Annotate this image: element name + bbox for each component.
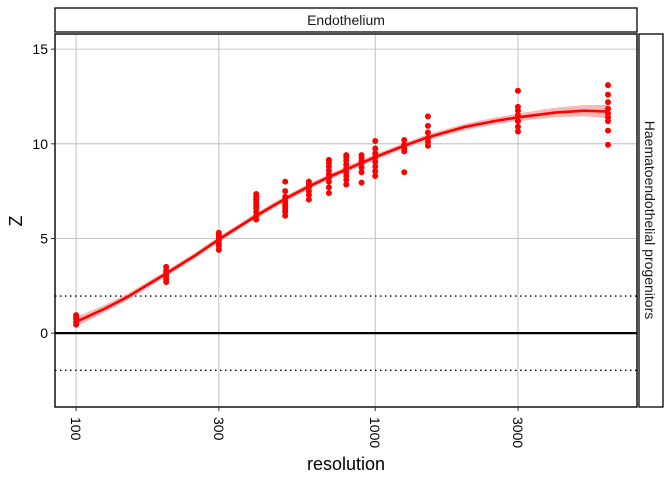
panel-border [54,33,638,408]
fit-line [75,109,609,323]
x-tick-label: 100 [68,417,84,441]
data-point [401,169,408,176]
data-point [605,127,612,134]
data-point [358,164,365,171]
data-point [372,137,379,144]
data-point [372,150,379,157]
data-point [325,184,332,191]
data-point [605,82,612,89]
data-point [424,113,431,120]
data-point [343,152,350,159]
data-point [282,188,289,195]
data-point [358,179,365,186]
x-axis-title: resolution [307,454,385,474]
x-tick-label: 3000 [510,417,526,448]
data-point [424,122,431,129]
data-point [372,168,379,175]
data-point [372,145,379,152]
data-point [325,190,332,197]
top-strip-label: Endothelium [307,12,385,28]
data-point [73,312,80,319]
right-strip-label: Haematoendothelial progenitors [642,121,658,319]
smooth-fit [75,109,609,323]
data-point [358,169,365,176]
y-tick-label: 10 [32,136,48,152]
data-point [343,181,350,188]
data-point [372,158,379,165]
plot-panel [55,34,637,407]
data-point [305,178,312,185]
x-tick-label: 300 [211,417,227,441]
gridlines [55,34,637,407]
data-point [305,196,312,203]
data-point [605,91,612,98]
data-point [514,87,521,94]
data-point [514,118,521,125]
data-point [163,263,170,270]
y-axis-title: Z [6,216,26,227]
y-tick-label: 0 [40,325,48,341]
y-tick-label: 15 [32,41,48,57]
data-point [215,229,222,236]
data-point [514,123,521,130]
x-axis: 100 300 1000 3000 [68,407,526,448]
data-point [605,99,612,106]
data-point [514,128,521,135]
y-tick-label: 5 [40,230,48,246]
data-point [253,190,260,197]
data-point [325,156,332,163]
data-point [372,173,379,180]
top-strip [54,7,638,33]
data-point [424,129,431,136]
right-strip [638,33,664,408]
x-tick-label: 1000 [367,417,383,448]
data-point [401,137,408,144]
reference-lines [55,295,637,371]
data-point [358,152,365,159]
data-point [372,163,379,170]
data-point [605,141,612,148]
data-point [514,103,521,110]
y-axis: 0 5 10 15 [32,41,55,341]
data-points [73,82,612,328]
data-point [282,178,289,185]
